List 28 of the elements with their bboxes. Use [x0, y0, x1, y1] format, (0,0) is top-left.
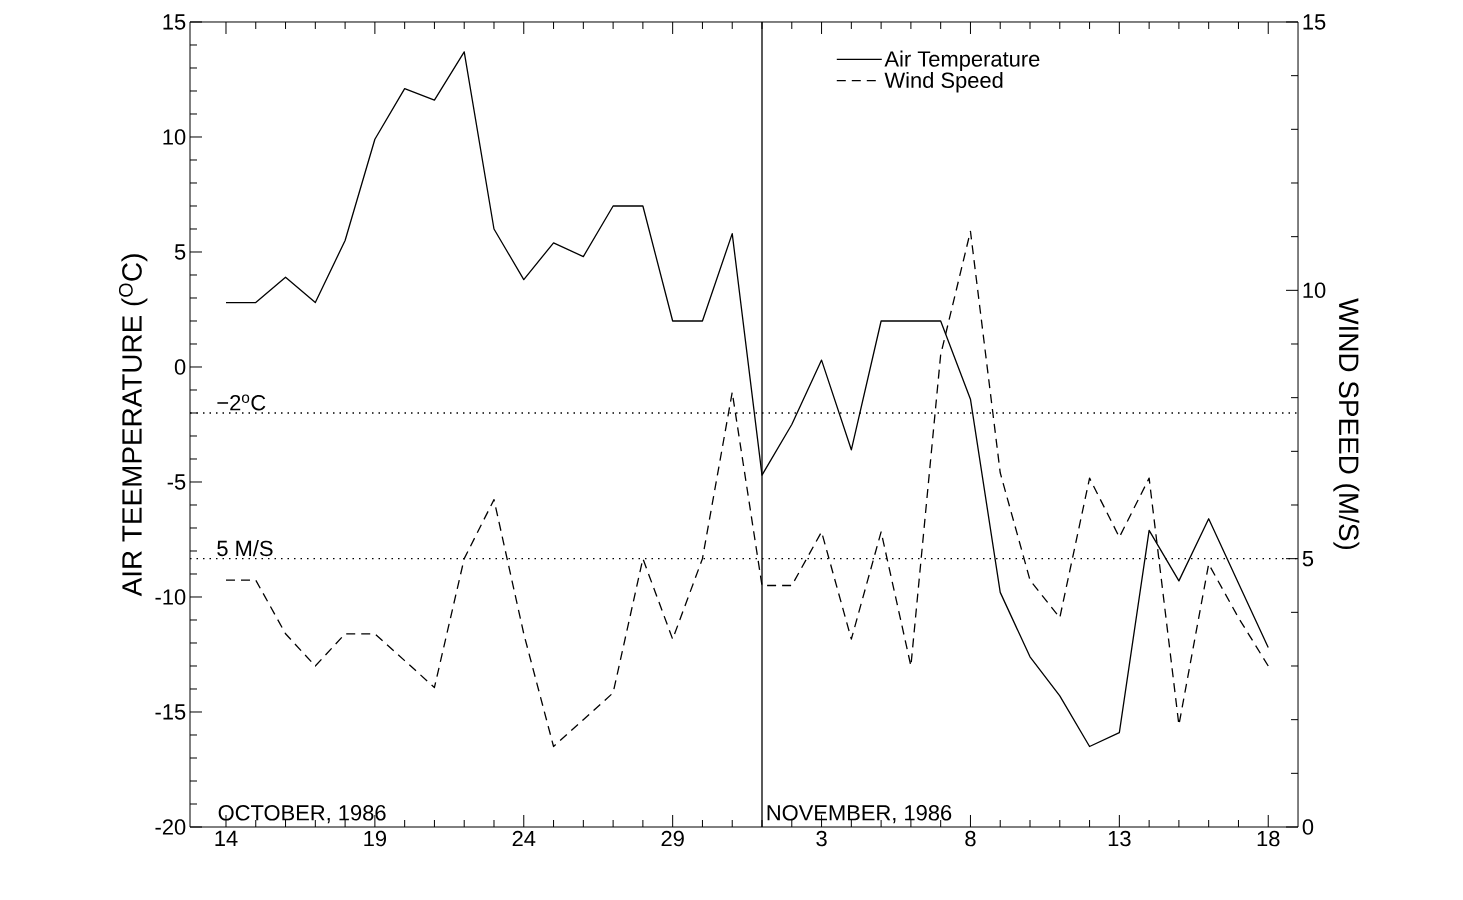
x-tick-label: 29 [661, 830, 684, 847]
x-tick-label: 19 [364, 830, 387, 847]
annotation: OCTOBER, 1986 [218, 805, 386, 824]
y-tick-label: 10 [163, 129, 186, 145]
x-tick-label: 14 [215, 830, 238, 846]
y-tick-label: 5 [174, 244, 186, 260]
x-tick-label: 8 [965, 830, 976, 847]
y-tick-label: 15 [163, 14, 186, 30]
legend-label: Wind Speed [884, 71, 1003, 93]
x-tick-label: 18 [1257, 830, 1280, 847]
y-tick-label: -15 [155, 704, 186, 720]
x-tick-label: 13 [1108, 830, 1131, 847]
y2-tick-label: 10 [1303, 282, 1326, 299]
y-tick-label: -20 [155, 819, 186, 835]
y2-tick-label: 0 [1302, 819, 1314, 835]
annotation: NOVEMBER, 1986 [767, 805, 952, 824]
ref-line-label: −2$^{o}$C [217, 394, 266, 411]
y2-axis-title: WIND SPEED (M/S) [1333, 298, 1360, 550]
y2-tick-label: 5 [1302, 551, 1314, 567]
y-tick-label: -5 [167, 474, 186, 490]
y-tick-label: 0 [174, 359, 186, 375]
legend-label: Air Temperature [884, 50, 1040, 72]
y-axis-title: AIR TEEMPERATURE ($^{O}$C) [118, 254, 148, 597]
x-tick-label: 24 [512, 830, 536, 847]
y-tick-label: -10 [155, 589, 186, 605]
ref-line-label: 5 M/S [217, 540, 273, 557]
y2-tick-label: 15 [1303, 14, 1326, 30]
x-tick-label: 3 [816, 830, 827, 847]
